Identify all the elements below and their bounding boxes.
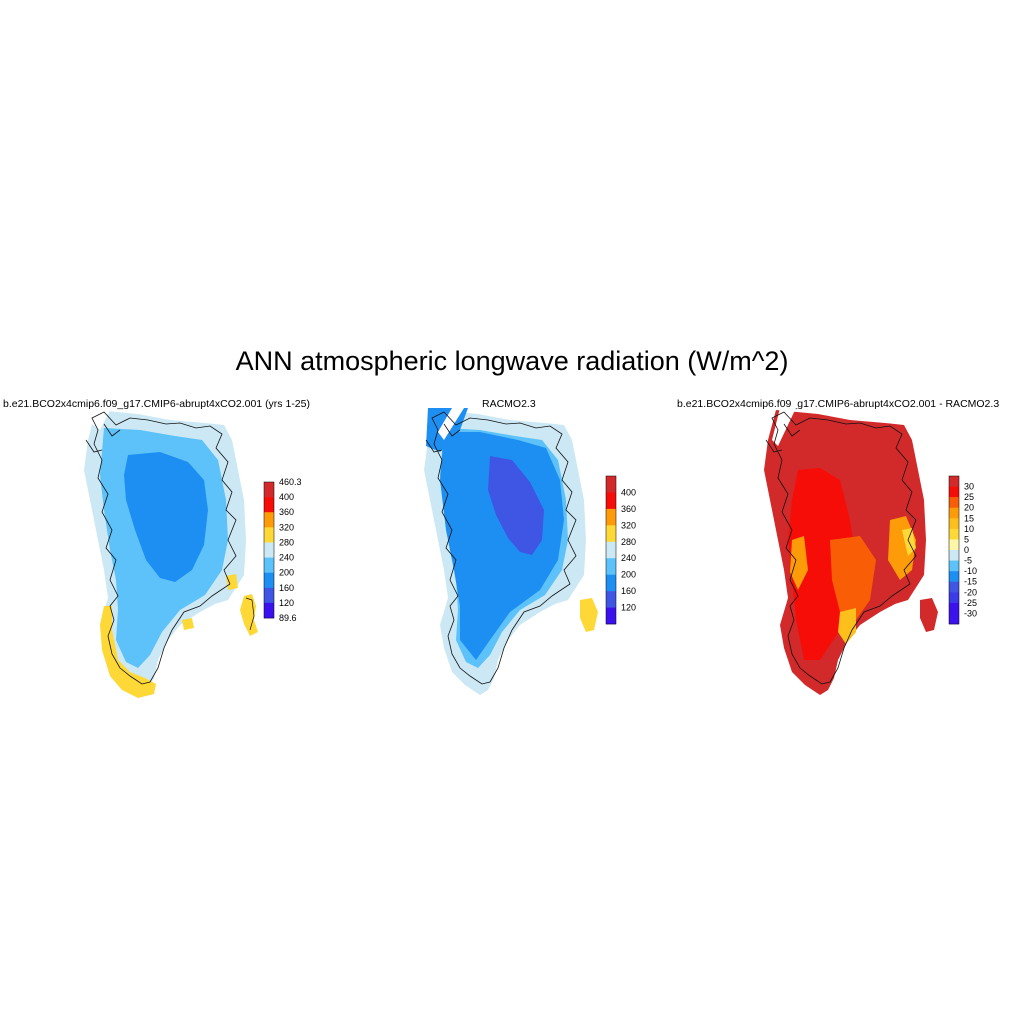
colorbar-swatch bbox=[264, 497, 274, 513]
colorbar-swatch bbox=[949, 528, 959, 540]
island-coastline bbox=[245, 597, 255, 631]
colorbar-tick-label: 200 bbox=[621, 570, 636, 580]
colorbar-tick-label: -5 bbox=[964, 556, 972, 566]
colorbar-swatch bbox=[264, 542, 274, 558]
northwest-water-gap bbox=[438, 408, 464, 440]
colorbar-tick-label: 400 bbox=[621, 487, 636, 497]
colorbar-swatch bbox=[606, 591, 616, 608]
colorbar-swatch bbox=[949, 560, 959, 572]
colorbar-swatch bbox=[606, 508, 616, 526]
southern-anomaly-band bbox=[830, 536, 876, 620]
colorbar-tick-label: -10 bbox=[964, 566, 977, 576]
colorbar-swatch bbox=[606, 492, 616, 510]
colorbar-tick-label: -25 bbox=[964, 598, 977, 608]
colorbar-tick-label: 0 bbox=[964, 545, 969, 555]
northwest-water-gap bbox=[772, 408, 796, 446]
colorbar-tick-label: 30 bbox=[964, 482, 974, 492]
colorbar-swatch bbox=[949, 476, 959, 487]
colorbar-swatch bbox=[949, 539, 959, 551]
colorbar-frame bbox=[948, 475, 960, 625]
colorbar-tick-label: 160 bbox=[621, 586, 636, 596]
map-panel-racmo bbox=[424, 408, 598, 695]
panel-title-racmo: RACMO2.3 bbox=[482, 398, 536, 410]
western-coastal-anomaly bbox=[790, 536, 808, 590]
colorbar-swatch bbox=[264, 602, 274, 619]
colorbar-swatch bbox=[949, 486, 959, 498]
colorbar-swatch bbox=[264, 482, 274, 498]
colorbar-tick-label: 360 bbox=[621, 504, 636, 514]
colorbar-swatch bbox=[949, 550, 959, 561]
colorbar-model: 460.3 400 360 320 280 240 200 160 120 89.6 bbox=[263, 477, 302, 623]
colorbar-tick-label: -20 bbox=[964, 587, 977, 597]
southwestern-anomaly bbox=[838, 608, 856, 644]
colorbar-frame bbox=[263, 481, 275, 619]
northwest-water-gap bbox=[92, 410, 110, 430]
colorbar-tick-label: 120 bbox=[621, 603, 636, 613]
panel-title-model: b.e21.BCO2x4cmip6.f09_g17.CMIP6-abrupt4x… bbox=[3, 398, 310, 410]
colorbar-swatch bbox=[949, 518, 959, 530]
colorbar-tick-label: 10 bbox=[964, 524, 974, 534]
colorbar-tick-label: 400 bbox=[279, 492, 294, 502]
colorbar-swatch bbox=[949, 613, 959, 625]
colorbar-swatch bbox=[606, 607, 616, 625]
colorbar-swatch bbox=[606, 541, 616, 559]
panel-title-difference: b.e21.BCO2x4cmip6.f09_g17.CMIP6-abrupt4x… bbox=[677, 398, 1000, 410]
eastern-islands bbox=[580, 598, 598, 632]
colorbar-frame bbox=[605, 475, 617, 625]
ice-sheet-interior-band bbox=[488, 456, 544, 555]
colorbar-swatch bbox=[264, 572, 274, 589]
colorbar-tick-label: 280 bbox=[279, 537, 294, 547]
colorbar-swatch bbox=[949, 571, 959, 583]
colorbar-bottom-label: 89.6 bbox=[279, 613, 297, 623]
page-title: ANN atmospheric longwave radiation (W/m^… bbox=[235, 346, 789, 376]
eastern-islands bbox=[920, 598, 938, 632]
colorbar-swatch bbox=[949, 497, 959, 509]
colorbar-tick-label: 5 bbox=[964, 534, 969, 544]
colorbar-swatch bbox=[949, 507, 959, 519]
colorbar-racmo: 400 360 320 280 240 200 160 120 bbox=[605, 475, 636, 625]
colorbar-tick-label: 320 bbox=[279, 522, 294, 532]
colorbar-tick-label: 25 bbox=[964, 492, 974, 502]
colorbar-tick-label: 360 bbox=[279, 507, 294, 517]
colorbar-swatch bbox=[264, 587, 274, 604]
colorbar-swatch bbox=[264, 512, 274, 528]
colorbar-tick-label: -30 bbox=[964, 608, 977, 618]
colorbar-swatch bbox=[264, 527, 274, 543]
colorbar-tick-label: 20 bbox=[964, 503, 974, 513]
colorbar-swatch bbox=[606, 574, 616, 592]
colorbar-swatch bbox=[264, 557, 274, 573]
warm-interior-band bbox=[788, 468, 856, 660]
colorbar-swatch bbox=[606, 525, 616, 543]
colorbar-top-label: 460.3 bbox=[279, 477, 302, 487]
colorbar-tick-label: 120 bbox=[279, 598, 294, 608]
map-panel-difference bbox=[764, 408, 938, 695]
colorbar-swatch bbox=[949, 602, 959, 614]
colorbar-tick-label: 240 bbox=[621, 553, 636, 563]
colorbar-tick-label: -15 bbox=[964, 577, 977, 587]
colorbar-tick-label: 160 bbox=[279, 583, 294, 593]
colorbar-tick-label: 15 bbox=[964, 513, 974, 523]
colorbar-swatch bbox=[949, 581, 959, 593]
colorbar-tick-label: 240 bbox=[279, 553, 294, 563]
colorbar-swatch bbox=[949, 592, 959, 604]
map-panel-model bbox=[84, 410, 258, 698]
colorbar-tick-label: 200 bbox=[279, 568, 294, 578]
colorbar-tick-label: 320 bbox=[621, 520, 636, 530]
colorbar-swatch bbox=[606, 558, 616, 575]
colorbar-swatch bbox=[606, 476, 616, 493]
colorbar-tick-label: 280 bbox=[621, 537, 636, 547]
